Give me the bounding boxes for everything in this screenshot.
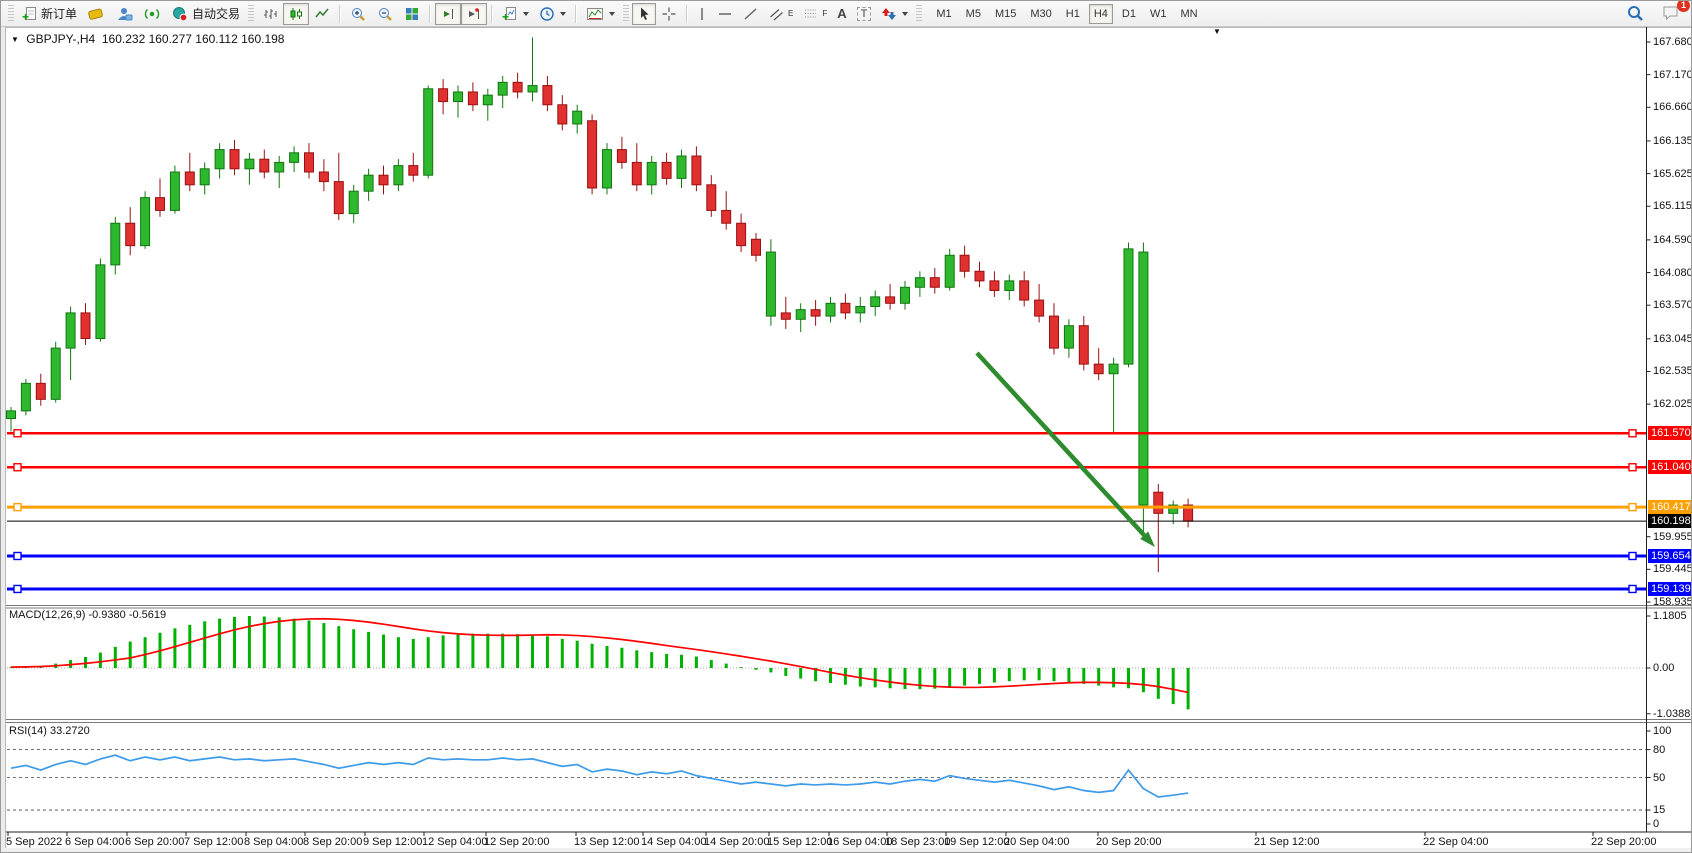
horizontal-line-tool-button[interactable] xyxy=(712,3,738,25)
chevron-down-icon xyxy=(560,11,567,16)
timeframe-group: M1 M5 M15 M30 H1 H4 D1 W1 MN xyxy=(931,3,1202,24)
toolbar-separator xyxy=(491,4,494,23)
crosshair-icon xyxy=(661,6,677,22)
timeframe-M1-button[interactable]: M1 xyxy=(931,4,956,24)
chevron-down-icon xyxy=(609,11,616,16)
timeframe-H4-button[interactable]: H4 xyxy=(1088,3,1113,24)
tile-windows-button[interactable] xyxy=(399,3,425,25)
collapse-triangle-icon[interactable]: ▼ xyxy=(11,35,19,44)
arrows-tool-button[interactable] xyxy=(876,3,913,25)
toolbar-separator xyxy=(686,4,689,23)
template-icon xyxy=(586,6,604,22)
toolbar-grip xyxy=(248,4,255,23)
toolbar-grip xyxy=(8,4,14,23)
macd-indicator-label: MACD(12,26,9) -0.9380 -0.5619 xyxy=(9,609,167,621)
signals-icon xyxy=(143,6,161,22)
new-chart-icon xyxy=(87,6,105,22)
auto-trading-icon xyxy=(171,6,189,22)
timeframe-W1-button[interactable]: W1 xyxy=(1145,4,1172,24)
periods-button[interactable] xyxy=(534,3,571,25)
fibonacci-sub-label: F xyxy=(822,9,828,18)
toolbar-separator xyxy=(575,4,578,23)
timeframe-M30-button[interactable]: M30 xyxy=(1025,4,1056,24)
new-order-icon: + xyxy=(22,6,38,24)
zoom-in-button[interactable] xyxy=(345,3,372,25)
chevron-down-icon xyxy=(523,11,530,16)
clock-icon xyxy=(539,6,555,22)
notifications-button[interactable]: 1 xyxy=(1657,1,1690,24)
equidistant-channel-tool-button[interactable]: E xyxy=(764,3,798,25)
timeframe-H1-button[interactable]: H1 xyxy=(1061,4,1085,24)
zoom-out-button[interactable] xyxy=(372,3,399,25)
notification-badge: 1 xyxy=(1677,1,1690,12)
chart-shift-icon xyxy=(466,6,482,22)
timeframe-M15-button[interactable]: M15 xyxy=(990,4,1021,24)
new-order-button[interactable]: + 新订单 xyxy=(17,3,82,25)
signals-button[interactable] xyxy=(138,3,166,25)
horizontal-line-icon xyxy=(717,6,733,22)
symbol-period-label: GBPJPY-,H4 xyxy=(26,32,96,46)
vertical-line-tool-button[interactable] xyxy=(692,3,712,25)
crosshair-tool-button[interactable] xyxy=(656,3,682,25)
text-tool-button[interactable]: A xyxy=(832,3,851,25)
svg-text:+: + xyxy=(22,10,29,22)
trendline-icon xyxy=(743,6,759,22)
search-icon xyxy=(1626,4,1644,22)
timeframe-D1-button[interactable]: D1 xyxy=(1117,4,1141,24)
zoom-in-icon xyxy=(350,6,367,22)
chart-shift-marker[interactable]: ▼ xyxy=(1213,27,1221,36)
chart-title: ▼ GBPJPY-,H4 160.232 160.277 160.112 160… xyxy=(11,32,284,46)
indicators-button[interactable]: + xyxy=(497,3,534,25)
timeframe-M5-button[interactable]: M5 xyxy=(961,4,986,24)
svg-text:+: + xyxy=(502,10,509,22)
line-chart-mode-button[interactable] xyxy=(309,3,335,25)
fibonacci-grid-icon xyxy=(803,6,819,22)
trendline-tool-button[interactable] xyxy=(738,3,764,25)
chevron-down-icon xyxy=(902,11,909,16)
zoom-out-icon xyxy=(377,6,394,22)
chart-shift-button[interactable] xyxy=(461,2,488,25)
tile-windows-icon xyxy=(404,6,420,22)
vertical-line-icon xyxy=(697,6,707,22)
ohlc-values: 160.232 160.277 160.112 160.198 xyxy=(101,32,285,46)
search-button[interactable] xyxy=(1621,2,1649,24)
toolbar-grip xyxy=(623,4,630,23)
text-tool-icon: A xyxy=(837,6,847,21)
toolbar-separator xyxy=(339,4,342,23)
auto-trading-button[interactable]: 自动交易 xyxy=(166,3,245,25)
auto-scroll-button[interactable] xyxy=(435,2,462,25)
indicators-icon: + xyxy=(502,6,518,24)
toolbar: + 新订单 自动交易 xyxy=(1,1,1691,27)
candlestick-icon xyxy=(288,6,304,22)
auto-trading-label: 自动交易 xyxy=(192,7,241,21)
profiles-icon xyxy=(115,6,133,22)
fibonacci-tool-button[interactable]: F xyxy=(798,3,832,25)
cursor-icon xyxy=(637,6,651,22)
text-label-icon: T xyxy=(856,6,872,21)
candlestick-mode-button[interactable] xyxy=(283,2,310,25)
bar-chart-icon xyxy=(262,6,278,22)
window-bottom-edge xyxy=(1,848,1691,852)
new-order-label: 新订单 xyxy=(41,7,78,21)
line-chart-icon xyxy=(314,6,330,22)
toolbar-separator xyxy=(429,4,432,23)
arrows-icon xyxy=(881,6,897,22)
text-label-tool-button[interactable]: T xyxy=(852,3,877,25)
window-left-edge xyxy=(1,27,6,852)
rsi-indicator-label: RSI(14) 33.2720 xyxy=(9,725,90,737)
bar-chart-mode-button[interactable] xyxy=(257,3,283,25)
new-chart-button[interactable] xyxy=(82,3,110,25)
channel-sub-label: E xyxy=(788,9,794,18)
channel-icon xyxy=(769,6,785,22)
profiles-button[interactable] xyxy=(110,3,138,25)
timeframe-MN-button[interactable]: MN xyxy=(1175,4,1202,24)
cursor-tool-button[interactable] xyxy=(632,2,657,25)
templates-button[interactable] xyxy=(581,3,620,25)
toolbar-grip xyxy=(916,4,923,23)
auto-scroll-icon xyxy=(440,6,456,22)
